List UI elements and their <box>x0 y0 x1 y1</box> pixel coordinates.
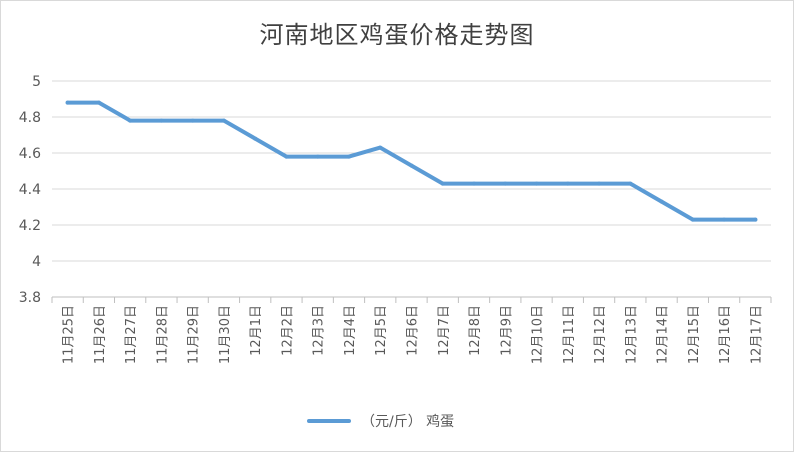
y-tick-label: 4.8 <box>19 110 41 126</box>
x-tick-label: 12月13日 <box>624 305 639 364</box>
x-tick-label: 12月4日 <box>343 305 358 356</box>
x-tick-label: 12月9日 <box>499 305 514 356</box>
x-tick-label: 12月11日 <box>562 305 577 364</box>
series-line <box>65 100 758 222</box>
data-point <box>128 118 133 123</box>
x-tick-label: 12月1日 <box>249 305 264 356</box>
data-point <box>472 181 477 186</box>
data-point <box>253 136 258 141</box>
data-point <box>628 181 633 186</box>
data-point <box>159 118 164 123</box>
data-point <box>409 163 414 168</box>
data-point <box>221 118 226 123</box>
data-point <box>659 199 664 204</box>
legend-label: （元/斤） 鸡蛋 <box>361 414 455 430</box>
x-tick-label: 12月6日 <box>406 305 421 356</box>
data-point <box>722 217 727 222</box>
x-tick-label: 11月27日 <box>124 305 139 364</box>
x-tick-label: 12月17日 <box>749 305 764 364</box>
chart-title: 河南地区鸡蛋价格走势图 <box>259 21 535 49</box>
data-point <box>96 100 101 105</box>
data-point <box>315 154 320 159</box>
x-tick-label: 12月10日 <box>531 305 546 364</box>
x-tick-label: 11月26日 <box>93 305 108 364</box>
data-point <box>534 181 539 186</box>
data-point <box>190 118 195 123</box>
x-tick-label: 11月30日 <box>218 305 233 364</box>
x-tick-label: 12月14日 <box>656 305 671 364</box>
data-point <box>690 217 695 222</box>
y-tick-label: 4 <box>32 254 41 270</box>
x-tick-label: 12月2日 <box>280 305 295 356</box>
x-tick-label: 12月3日 <box>312 305 327 356</box>
x-tick-label: 12月16日 <box>718 305 733 364</box>
y-tick-label: 4.6 <box>19 146 41 162</box>
x-tick-label: 12月5日 <box>374 305 389 356</box>
x-tick-label: 12月8日 <box>468 305 483 356</box>
data-point <box>440 181 445 186</box>
data-point <box>597 181 602 186</box>
y-tick-label: 4.2 <box>19 218 41 234</box>
chart-legend: （元/斤） 鸡蛋 <box>307 410 454 432</box>
x-tick-label: 12月12日 <box>593 305 608 364</box>
data-point <box>65 100 70 105</box>
x-tick-label: 11月28日 <box>155 305 170 364</box>
data-point <box>346 154 351 159</box>
legend-swatch <box>307 419 351 423</box>
data-point <box>565 181 570 186</box>
x-tick-label: 12月7日 <box>437 305 452 356</box>
y-tick-label: 4.4 <box>19 182 41 198</box>
x-tick-label: 12月15日 <box>687 305 702 364</box>
y-tick-label: 3.8 <box>19 290 41 306</box>
x-tick-label: 11月29日 <box>187 305 202 364</box>
y-tick-label: 5 <box>32 74 41 90</box>
data-point <box>284 154 289 159</box>
data-point <box>378 145 383 150</box>
data-point <box>503 181 508 186</box>
data-point <box>753 217 758 222</box>
x-tick-label: 11月25日 <box>62 305 77 364</box>
